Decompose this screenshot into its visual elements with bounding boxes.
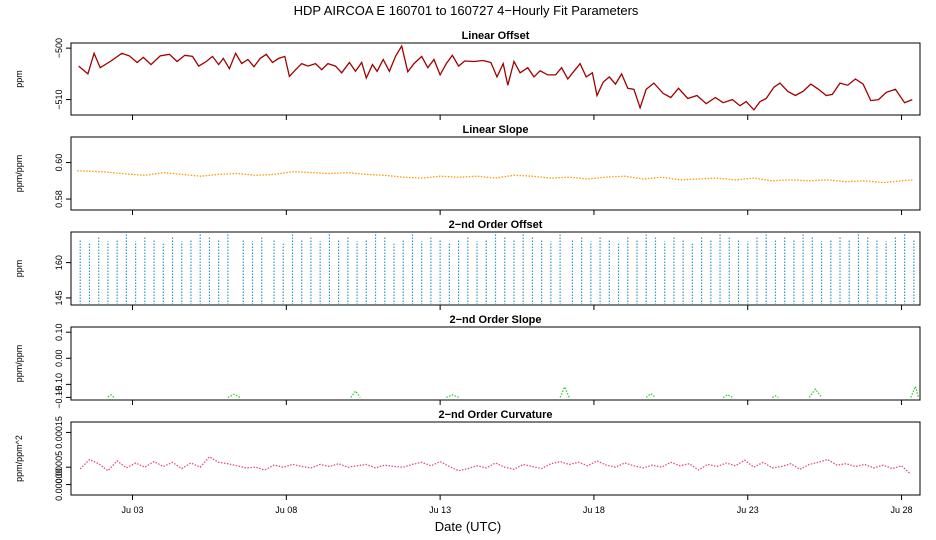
series-line (107, 393, 115, 398)
series-line (645, 392, 656, 398)
x-tick-label: Ju 18 (583, 505, 605, 515)
y-tick-label: 145 (54, 290, 64, 305)
y-tick-label: 0.60 (54, 154, 64, 172)
x-tick-label: Ju 23 (737, 505, 759, 515)
x-tick-label: Ju 08 (275, 505, 297, 515)
series-line (446, 394, 459, 398)
x-axis-label: Date (UTC) (435, 519, 501, 534)
panel-2nd-order-slope: 2−nd Order Slope ppm/ppm 0.10 0.00 −0.10−0.1… (14, 314, 921, 409)
panel-linear-offset: Linear Offset ppm −500 −510 (14, 30, 921, 120)
panel-2nd-order-offset: 2−nd Order Offset ppm 160 145 (14, 219, 921, 310)
y-tick-label: 160 (54, 255, 64, 270)
y-tick-label: 0.00005 (54, 451, 64, 484)
series-line (79, 455, 912, 475)
x-tick-label: Ju 13 (429, 505, 451, 515)
panel-2nd-order-curvature: 2−nd Order Curvature ppm/ppm^2 0.00015 0.00… (14, 409, 921, 501)
y-tick-label: 0.00000 (54, 468, 64, 501)
panel-title: 2−nd Order Offset (449, 219, 543, 231)
y-tick-label: 0.00015 (54, 416, 64, 449)
y-axis-label: ppm/ppm (14, 345, 24, 383)
series-line (722, 394, 733, 398)
y-tick-label: −0.10 (54, 373, 64, 396)
y-tick-label: −500 (54, 38, 64, 58)
panel-frame (70, 42, 921, 116)
panel-frame (70, 136, 921, 211)
series-line (350, 390, 361, 398)
panel-title: 2−nd Order Curvature (438, 409, 552, 421)
x-tick-label: Ju 03 (122, 505, 144, 515)
y-axis-label: ppm (14, 70, 24, 88)
series-line (78, 44, 913, 111)
panels-group: Linear Offset ppm −500 −510 Linear Slope ppm/… (14, 30, 921, 501)
series-line (559, 385, 570, 398)
y-tick-label: −510 (54, 89, 64, 109)
x-axis: Ju 03 Ju 08 Ju 13 Ju 18 Ju 23 Ju 28 (122, 505, 913, 515)
y-tick-label: 0.10 (54, 323, 64, 341)
series-line (808, 388, 823, 398)
panel-title: Linear Offset (462, 30, 530, 42)
panel-frame (70, 421, 921, 496)
y-axis-label: ppm (14, 260, 24, 278)
chart-title: HDP AIRCOA E 160701 to 160727 4−Hourly F… (294, 3, 639, 18)
series-line (772, 395, 779, 398)
y-tick-label: −0.15 (54, 386, 64, 409)
y-axis-label: ppm/ppm^2 (14, 435, 24, 482)
series-line (227, 393, 241, 398)
panel-title: Linear Slope (462, 124, 528, 136)
series-line (77, 170, 914, 184)
y-tick-label: 0.00 (54, 350, 64, 368)
x-tick-label: Ju 28 (891, 505, 913, 515)
y-tick-label: 0.58 (54, 190, 64, 208)
series-line (910, 384, 920, 398)
panel-title: 2−nd Order Slope (450, 314, 542, 326)
panel-linear-slope: Linear Slope ppm/ppm 0.60 0.58 (14, 124, 921, 215)
y-axis-label: ppm/ppm (14, 155, 24, 193)
panel-frame (70, 326, 921, 401)
